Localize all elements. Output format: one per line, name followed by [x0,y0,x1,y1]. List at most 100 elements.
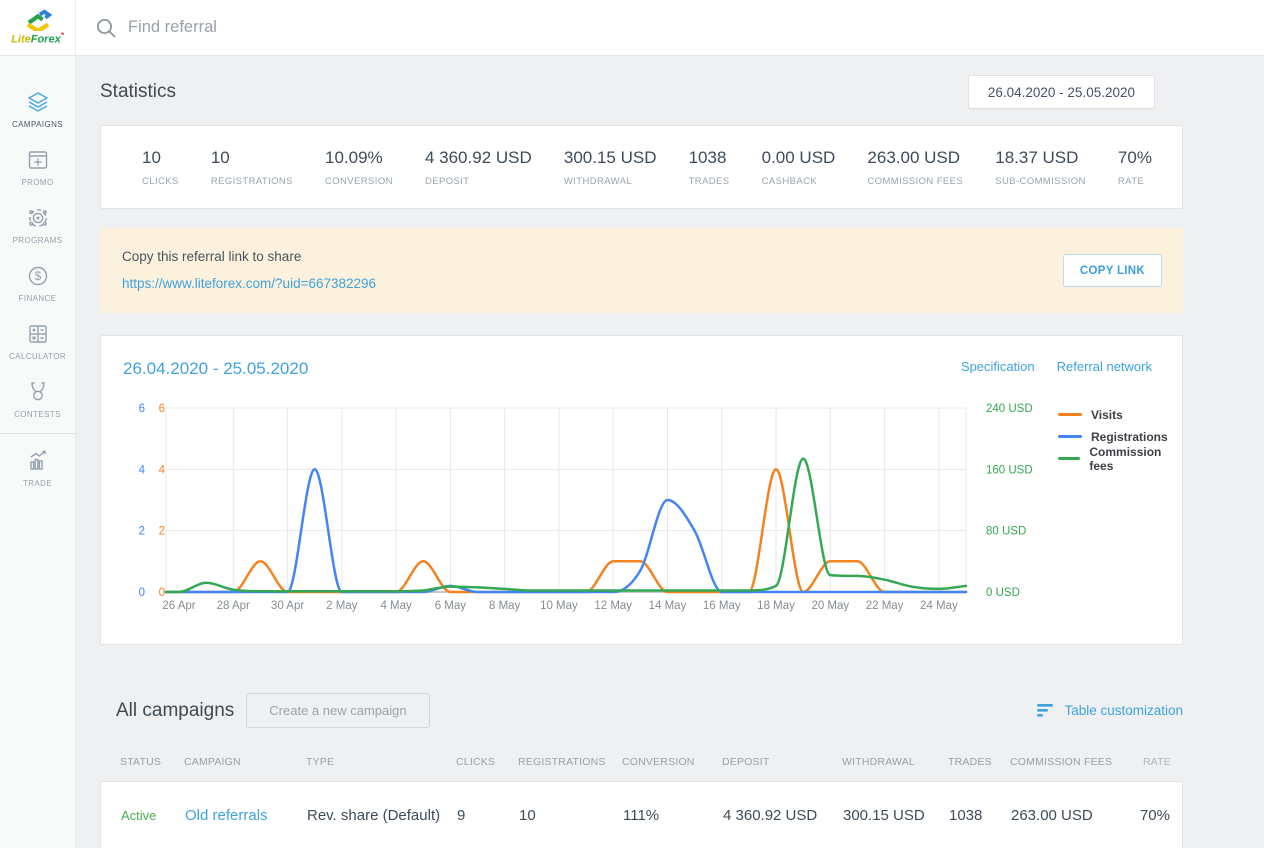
svg-text:$: $ [34,271,41,283]
referral-link[interactable]: https://www.liteforex.com/?uid=667382296 [122,276,376,291]
stat-label: WITHDRAWAL [564,176,657,187]
stat-value: 18.37 USD [995,148,1086,168]
column-header-clicks: CLICKS [456,756,518,768]
legend-item-visits: Visits [1058,408,1182,421]
right-axis-tick: 240 USD [986,403,1033,415]
campaign-type: Rev. share (Default) [307,807,457,824]
stat-label: CLICKS [142,176,179,187]
left-axis-tick-registrations: 4 [139,464,146,476]
stat-withdrawal: 300.15 USD WITHDRAWAL [564,148,657,187]
stat-value: 300.15 USD [564,148,657,168]
statistics-chart: 002244660 USD80 USD160 USD240 USD26 Apr2… [101,394,1184,626]
stat-trades: 1038 TRADES [689,148,730,187]
sidebar-item-contests[interactable]: CONTESTS [0,370,75,428]
column-header-rate: RATE [1130,756,1171,768]
column-header-type: TYPE [306,756,456,768]
left-axis-tick-registrations: 2 [139,526,145,538]
sidebar-item-label: TRADE [23,479,52,488]
stat-clicks: 10CLICKS [142,148,179,187]
search-icon [95,17,117,39]
campaigns-table-header: STATUSCAMPAIGNTYPECLICKSREGISTRATIONSCON… [100,755,1183,769]
column-header-conversion: CONVERSION [622,756,722,768]
table-customization-link[interactable]: Table customization [1037,703,1183,718]
sidebar: CAMPAIGNS PROMO PROGRAMS $ FINANCE CALCU… [0,56,76,848]
stat-conversion: 10.09%CONVERSION [325,148,393,187]
create-campaign-button[interactable]: Create a new campaign [246,693,429,728]
contests-icon [25,379,51,405]
commission-fees-value: 263.00 USD [1011,807,1131,824]
legend-label: Commission fees [1089,445,1182,473]
campaign-link[interactable]: Old referrals [185,807,307,824]
stat-label: TRADES [689,176,730,187]
conversion-value: 111% [623,807,723,824]
legend-label: Visits [1091,408,1123,422]
stat-value: 263.00 USD [867,148,963,168]
specification-link[interactable]: Specification [961,359,1035,379]
column-header-withdrawal: WITHDRAWAL [842,756,948,768]
x-axis-tick: 20 May [811,600,849,612]
series-commission-fees [166,459,966,592]
stat-label: REGISTRATIONS [211,176,293,187]
sidebar-item-label: CALCULATOR [9,352,66,361]
legend-item-registrations: Registrations [1058,430,1182,443]
left-axis-tick-registrations: 0 [139,587,145,599]
search-input[interactable] [128,18,728,37]
clicks-value: 9 [457,807,519,824]
stat-sub-commission: 18.37 USD SUB-COMMISSION [995,148,1086,187]
sidebar-item-calculator[interactable]: CALCULATOR [0,312,75,370]
stat-label: CASHBACK [762,176,836,187]
stat-label: DEPOSIT [425,176,532,187]
sidebar-item-label: CAMPAIGNS [12,120,63,129]
stat-value: 1038 [689,148,730,168]
x-axis-tick: 8 May [489,600,521,612]
withdrawal-value: 300.15 USD [843,807,949,824]
sidebar-item-finance[interactable]: $ FINANCE [0,254,75,312]
copy-link-button[interactable]: COPY LINK [1063,254,1162,287]
statistics-header: Statistics 26.04.2020 - 25.05.2020 [100,75,1183,109]
x-axis-tick: 6 May [435,600,467,612]
chart-card: 26.04.2020 - 25.05.2020 Specification Re… [100,335,1183,645]
date-range-picker[interactable]: 26.04.2020 - 25.05.2020 [968,75,1155,109]
sidebar-item-campaigns[interactable]: CAMPAIGNS [0,80,75,138]
legend-swatch [1058,457,1080,460]
calculator-icon [25,321,51,347]
trade-icon [25,448,51,474]
promo-icon [25,147,51,173]
liteforex-logo[interactable]: LiteForex* [0,0,76,55]
stat-label: SUB-COMMISSION [995,176,1086,187]
x-axis-tick: 4 May [380,600,412,612]
left-axis-tick-registrations: 6 [139,403,145,415]
left-axis-tick-visits: 2 [159,526,165,538]
sidebar-item-trade[interactable]: TRADE [0,439,75,497]
x-axis-tick: 26 Apr [162,600,195,612]
sidebar-item-promo[interactable]: PROMO [0,138,75,196]
table-customization-icon [1037,704,1054,717]
campaigns-title: All campaigns [116,700,234,722]
sidebar-item-label: CONTESTS [14,410,61,419]
right-axis-tick: 0 USD [986,587,1020,599]
stat-cashback: 0.00 USDCASHBACK [762,148,836,187]
chart-legend: VisitsRegistrationsCommission fees [1058,408,1182,465]
referral-network-link[interactable]: Referral network [1057,359,1152,379]
left-axis-tick-visits: 4 [159,464,166,476]
referral-link-card: Copy this referral link to share https:/… [100,228,1183,313]
sidebar-item-label: PROMO [21,178,53,187]
stat-registrations: 10 REGISTRATIONS [211,148,293,187]
legend-swatch [1058,435,1082,438]
x-axis-tick: 2 May [326,600,358,612]
x-axis-tick: 10 May [540,600,578,612]
sidebar-item-programs[interactable]: PROGRAMS [0,196,75,254]
registrations-value: 10 [519,807,623,824]
stat-value: 70% [1118,148,1152,168]
column-header-status: STATUS [120,756,184,768]
x-axis-tick: 16 May [703,600,741,612]
status-badge: Active [121,808,185,823]
table-customization-label: Table customization [1064,703,1183,718]
stat-value: 10 [211,148,293,168]
topbar: LiteForex* [0,0,1264,56]
column-header-registrations: REGISTRATIONS [518,756,622,768]
left-axis-tick-visits: 0 [159,587,165,599]
stat-deposit: 4 360.92 USDDEPOSIT [425,148,532,187]
x-axis-tick: 28 Apr [217,600,250,612]
rate-value: 70% [1131,807,1170,824]
